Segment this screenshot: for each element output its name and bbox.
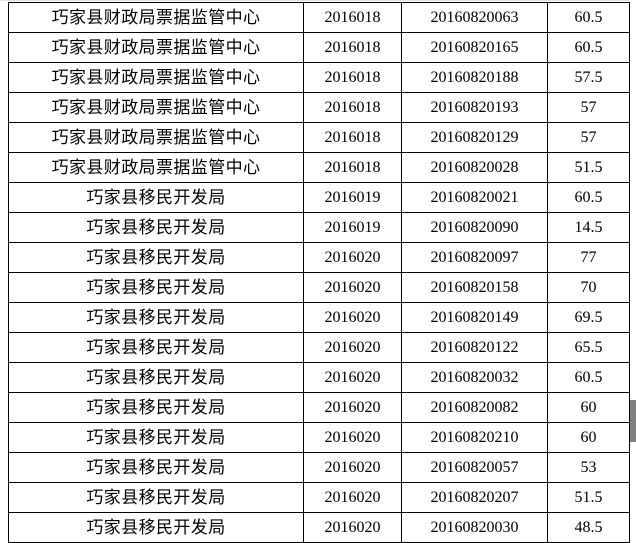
cell-score: 53 bbox=[547, 452, 630, 483]
cell-position-code: 2016020 bbox=[303, 512, 402, 543]
cell-admission-number: 20160820021 bbox=[401, 182, 548, 213]
cell-score: 69.5 bbox=[547, 302, 630, 333]
cell-score: 57 bbox=[547, 92, 630, 123]
cell-organization: 巧家县财政局票据监管中心 bbox=[8, 92, 304, 123]
cell-position-code: 2016020 bbox=[303, 452, 402, 483]
cell-admission-number: 20160820028 bbox=[401, 152, 548, 183]
cell-position-code: 2016020 bbox=[303, 362, 402, 393]
cell-organization: 巧家县财政局票据监管中心 bbox=[8, 122, 304, 153]
top-guide-line bbox=[0, 0, 636, 1]
cell-admission-number: 20160820082 bbox=[401, 392, 548, 423]
cell-organization: 巧家县移民开发局 bbox=[8, 512, 304, 543]
cell-position-code: 2016018 bbox=[303, 122, 402, 153]
cell-admission-number: 20160820097 bbox=[401, 242, 548, 273]
cell-admission-number: 20160820188 bbox=[401, 62, 548, 93]
cell-organization: 巧家县移民开发局 bbox=[8, 332, 304, 363]
cell-score: 77 bbox=[547, 242, 630, 273]
cell-organization: 巧家县移民开发局 bbox=[8, 392, 304, 423]
cell-position-code: 2016018 bbox=[303, 2, 402, 33]
table-row: 巧家县移民开发局 2016020 20160820032 60.5 bbox=[8, 362, 630, 393]
cell-admission-number: 20160820122 bbox=[401, 332, 548, 363]
cell-score: 51.5 bbox=[547, 482, 630, 513]
table-row: 巧家县移民开发局 2016019 20160820021 60.5 bbox=[8, 182, 630, 213]
cell-position-code: 2016019 bbox=[303, 182, 402, 213]
cell-score: 48.5 bbox=[547, 512, 630, 543]
cell-score: 60.5 bbox=[547, 2, 630, 33]
cell-position-code: 2016020 bbox=[303, 272, 402, 303]
cell-position-code: 2016020 bbox=[303, 482, 402, 513]
cell-organization: 巧家县财政局票据监管中心 bbox=[8, 152, 304, 183]
cell-score: 57.5 bbox=[547, 62, 630, 93]
cell-position-code: 2016018 bbox=[303, 92, 402, 123]
cell-position-code: 2016018 bbox=[303, 152, 402, 183]
cell-organization: 巧家县移民开发局 bbox=[8, 362, 304, 393]
table-row: 巧家县财政局票据监管中心 2016018 20160820129 57 bbox=[8, 122, 630, 153]
cell-admission-number: 20160820165 bbox=[401, 32, 548, 63]
cell-score: 60.5 bbox=[547, 362, 630, 393]
cell-admission-number: 20160820057 bbox=[401, 452, 548, 483]
cell-position-code: 2016020 bbox=[303, 242, 402, 273]
cell-score: 14.5 bbox=[547, 212, 630, 243]
table-row: 巧家县财政局票据监管中心 2016018 20160820165 60.5 bbox=[8, 32, 630, 63]
cell-organization: 巧家县移民开发局 bbox=[8, 452, 304, 483]
table-row: 巧家县移民开发局 2016020 20160820122 65.5 bbox=[8, 332, 630, 363]
cell-admission-number: 20160820193 bbox=[401, 92, 548, 123]
table-row: 巧家县移民开发局 2016020 20160820030 48.5 bbox=[8, 512, 630, 543]
cell-admission-number: 20160820090 bbox=[401, 212, 548, 243]
cell-score: 57 bbox=[547, 122, 630, 153]
cell-admission-number: 20160820030 bbox=[401, 512, 548, 543]
cell-score: 60.5 bbox=[547, 182, 630, 213]
cell-score: 70 bbox=[547, 272, 630, 303]
cell-organization: 巧家县移民开发局 bbox=[8, 482, 304, 513]
exam-results-table: 巧家县财政局票据监管中心 2016018 20160820063 60.5 巧家县财政局… bbox=[8, 2, 630, 543]
table-row: 巧家县财政局票据监管中心 2016018 20160820188 57.5 bbox=[8, 62, 630, 93]
cell-admission-number: 20160820063 bbox=[401, 2, 548, 33]
cell-admission-number: 20160820149 bbox=[401, 302, 548, 333]
cell-score: 65.5 bbox=[547, 332, 630, 363]
cell-admission-number: 20160820207 bbox=[401, 482, 548, 513]
cell-position-code: 2016020 bbox=[303, 422, 402, 453]
cell-position-code: 2016019 bbox=[303, 212, 402, 243]
cell-organization: 巧家县财政局票据监管中心 bbox=[8, 2, 304, 33]
cell-score: 60.5 bbox=[547, 32, 630, 63]
cell-score: 60 bbox=[547, 422, 630, 453]
cell-organization: 巧家县财政局票据监管中心 bbox=[8, 62, 304, 93]
cell-score: 51.5 bbox=[547, 152, 630, 183]
cell-organization: 巧家县移民开发局 bbox=[8, 182, 304, 213]
table-row: 巧家县移民开发局 2016020 20160820149 69.5 bbox=[8, 302, 630, 333]
cell-organization: 巧家县移民开发局 bbox=[8, 302, 304, 333]
cell-admission-number: 20160820129 bbox=[401, 122, 548, 153]
cell-organization: 巧家县移民开发局 bbox=[8, 242, 304, 273]
table-row: 巧家县移民开发局 2016020 20160820210 60 bbox=[8, 422, 630, 453]
cell-position-code: 2016020 bbox=[303, 332, 402, 363]
table-row: 巧家县移民开发局 2016020 20160820158 70 bbox=[8, 272, 630, 303]
cell-position-code: 2016018 bbox=[303, 32, 402, 63]
table-row: 巧家县移民开发局 2016020 20160820057 53 bbox=[8, 452, 630, 483]
cell-organization: 巧家县移民开发局 bbox=[8, 272, 304, 303]
cell-organization: 巧家县移民开发局 bbox=[8, 422, 304, 453]
vertical-scrollbar-track[interactable] bbox=[630, 0, 636, 500]
table-row: 巧家县移民开发局 2016019 20160820090 14.5 bbox=[8, 212, 630, 243]
cell-position-code: 2016020 bbox=[303, 302, 402, 333]
cell-admission-number: 20160820158 bbox=[401, 272, 548, 303]
cell-position-code: 2016020 bbox=[303, 392, 402, 423]
document-table-container: 巧家县财政局票据监管中心 2016018 20160820063 60.5 巧家县财政局… bbox=[8, 2, 630, 543]
cell-organization: 巧家县财政局票据监管中心 bbox=[8, 32, 304, 63]
cell-admission-number: 20160820210 bbox=[401, 422, 548, 453]
cell-organization: 巧家县移民开发局 bbox=[8, 212, 304, 243]
cell-admission-number: 20160820032 bbox=[401, 362, 548, 393]
cell-score: 60 bbox=[547, 392, 630, 423]
table-row: 巧家县财政局票据监管中心 2016018 20160820063 60.5 bbox=[8, 2, 630, 33]
table-row: 巧家县财政局票据监管中心 2016018 20160820028 51.5 bbox=[8, 152, 630, 183]
vertical-scrollbar-thumb[interactable] bbox=[630, 400, 636, 442]
cell-position-code: 2016018 bbox=[303, 62, 402, 93]
table-row: 巧家县移民开发局 2016020 20160820097 77 bbox=[8, 242, 630, 273]
table-row: 巧家县财政局票据监管中心 2016018 20160820193 57 bbox=[8, 92, 630, 123]
table-row: 巧家县移民开发局 2016020 20160820207 51.5 bbox=[8, 482, 630, 513]
table-body: 巧家县财政局票据监管中心 2016018 20160820063 60.5 巧家县财政局… bbox=[8, 2, 630, 543]
table-row: 巧家县移民开发局 2016020 20160820082 60 bbox=[8, 392, 630, 423]
